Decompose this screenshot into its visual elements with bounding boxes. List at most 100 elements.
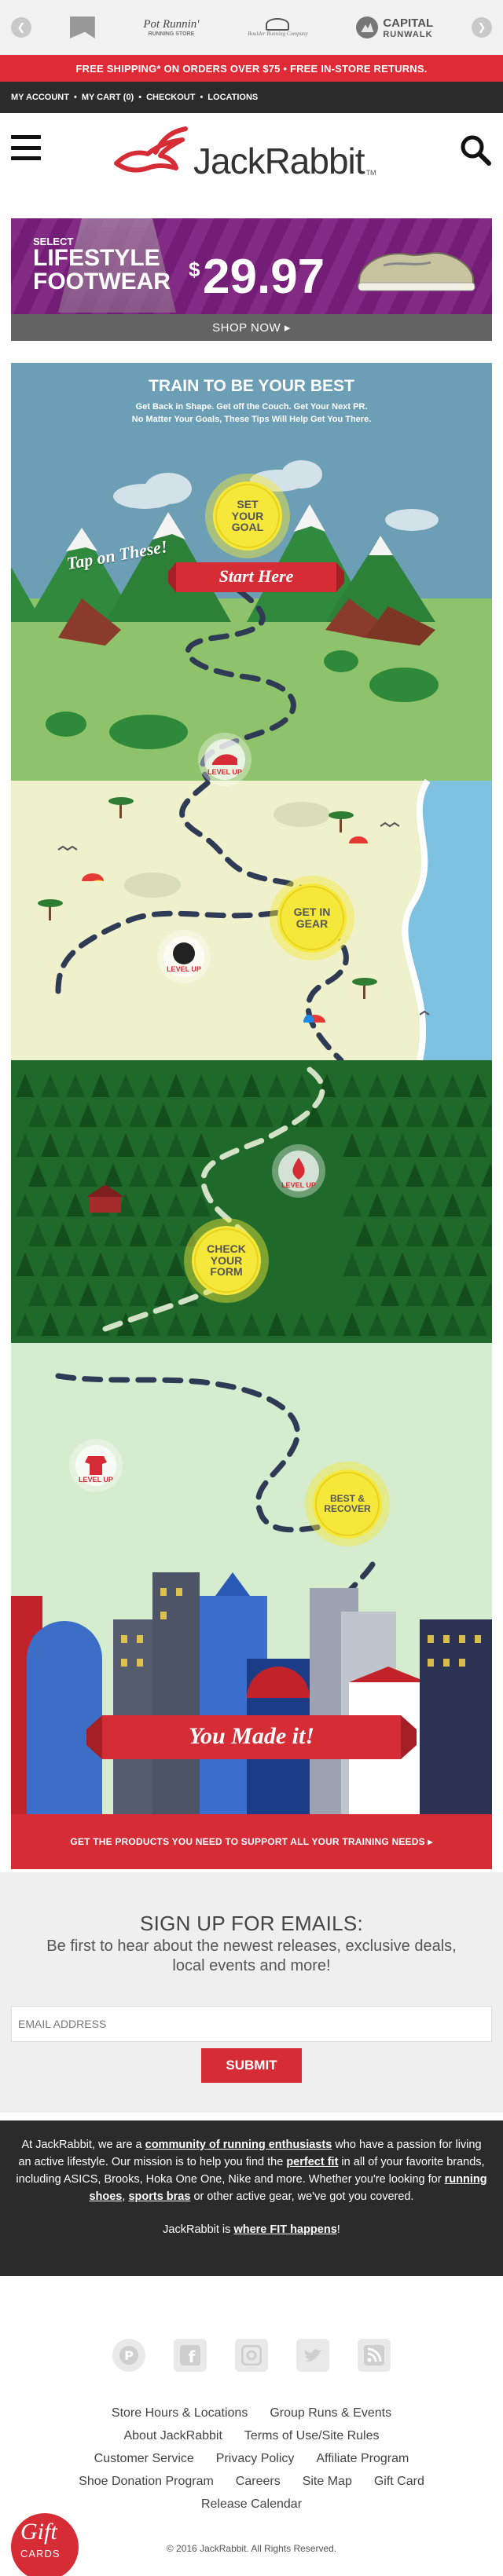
my-cart-link[interactable]: MY CART (0) [81,93,134,102]
brand-logo-potomac[interactable]: Pot Runnin' RUNNING STORE [143,18,199,37]
about-paragraph: At JackRabbit, we are a community of run… [16,2136,487,2205]
search-icon[interactable] [459,134,492,166]
release-calendar-link[interactable]: Release Calendar [200,2497,303,2511]
carousel-prev-button[interactable]: ❮ [11,17,31,38]
separator: • [200,93,204,102]
about-tagline: JackRabbit is where FIT happens! [16,2221,487,2238]
affiliate-program-link[interactable]: Affiliate Program [316,2452,409,2465]
where-fit-happens-link[interactable]: where FIT happens [233,2223,337,2236]
logo-wordmark: JackRabbit [193,141,365,181]
brand-logo-square[interactable] [69,16,95,38]
running-shoes-link[interactable]: running shoes [89,2173,487,2203]
lifestyle-footwear-banner[interactable]: SELECT LIFESTYLE FOOTWEAR $ 29.97 SHOP N… [11,218,492,341]
training-infographic: TRAIN TO BE YOUR BEST Get Back in Shape.… [11,363,492,1869]
group-runs-link[interactable]: Group Runs & Events [270,2406,392,2420]
mountain-logo-icon [266,18,290,31]
promo-banner[interactable]: FREE SHIPPING* ON ORDERS OVER $75 • FREE… [0,55,503,82]
site-footer: P f Store Hours & Locations Group Runs &… [0,2276,503,2576]
terms-of-use-link[interactable]: Terms of Use/Site Rules [244,2429,380,2442]
checkout-link[interactable]: CHECKOUT [146,93,196,102]
level-up-apparel-button[interactable]: LEVEL UP [79,1476,113,1484]
brand-logo-subtext: Boulder Running Company [248,31,308,37]
store-hours-link[interactable]: Store Hours & Locations [111,2406,248,2420]
submit-button[interactable]: SUBMIT [201,2048,302,2083]
facebook-icon[interactable]: f [174,2339,207,2372]
brand-logo-subtext: RUNWALK [383,29,433,39]
shop-now-button[interactable]: SHOP NOW ▸ [11,314,492,341]
banner-title-line2: FOOTWEAR [33,269,171,295]
sports-bras-link[interactable]: sports bras [128,2190,191,2203]
locations-link[interactable]: LOCATIONS [207,93,259,102]
copyright: © 2016 JackRabbit. All Rights Reserved. [166,2543,337,2554]
pinterest-icon[interactable]: P [112,2339,145,2372]
separator: • [73,93,77,102]
brand-logo-subtext: RUNNING STORE [148,31,195,37]
start-here-ribbon[interactable]: Start Here [218,566,294,586]
shoe-donation-link[interactable]: Shoe Donation Program [79,2475,214,2488]
social-links: P f [0,2339,503,2372]
svg-text:P: P [124,2348,134,2363]
perfect-fit-link[interactable]: perfect fit [286,2156,339,2168]
check-your-form-button[interactable]: CHECK YOUR FORM [207,1242,246,1279]
brand-logo-boulder[interactable]: Boulder Running Company [248,18,308,37]
logo-trademark: TM [365,169,376,177]
brand-carousel: ❮ Pot Runnin' RUNNING STORE Boulder Runn… [0,0,503,55]
gift-card-link[interactable]: Gift Card [373,2475,424,2488]
level-up-hydration-button[interactable]: LEVEL UP [281,1181,316,1189]
signup-heading: SIGN UP FOR EMAILS: [139,1912,364,1935]
sneaker-image [357,252,475,291]
brand-logo-text: Pot Runnin' [143,18,200,31]
best-recover-button[interactable]: BEST & RECOVER [324,1493,371,1514]
banner-select-label: SELECT [33,236,74,247]
infographic-subtitle-2: No Matter Your Goals, These Tips Will He… [131,415,372,424]
banner-price: 29.97 [203,250,325,304]
email-signup: SIGN UP FOR EMAILS: Be first to hear abo… [0,1872,503,2113]
site-map-link[interactable]: Site Map [302,2475,352,2488]
footer-links: Store Hours & Locations Group Runs & Eve… [0,2402,503,2516]
infographic-title: TRAIN TO BE YOUR BEST [149,377,354,395]
svg-text:f: f [189,2347,196,2366]
about-text: or other active gear, we've got you cove… [190,2190,414,2203]
get-in-gear-button[interactable]: GET IN GEAR [293,906,331,930]
about-text: in all of your favorite brands, includin… [16,2156,485,2186]
signup-description: Be first to hear about the newest releas… [46,1937,457,1974]
rss-icon[interactable] [358,2339,391,2372]
mountain-circle-icon [356,16,379,38]
brand-logos: Pot Runnin' RUNNING STORE Boulder Runnin… [31,16,472,39]
set-your-goal-button[interactable]: SET YOUR GOAL [231,497,264,534]
banner-currency: $ [189,258,200,281]
level-up-shoe-button[interactable]: LEVEL UP [207,768,242,776]
carousel-next-button[interactable]: ❯ [472,17,492,38]
menu-icon[interactable] [11,135,41,160]
brand-logo-capital-runwalk[interactable]: CAPITAL RUNWALK [356,16,433,39]
twitter-icon[interactable] [296,2339,329,2372]
runner-image [58,218,176,313]
site-logo[interactable]: JackRabbit TM [110,123,376,182]
about-section: At JackRabbit, we are a community of run… [0,2120,503,2276]
about-text: At JackRabbit, we are a [21,2139,145,2151]
about-text: , [122,2190,129,2203]
brand-logo-text: CAPITAL [383,16,434,30]
about-text: ! [336,2223,340,2236]
about-text: JackRabbit is [163,2223,234,2236]
customer-service-link[interactable]: Customer Service [94,2452,194,2465]
email-address-input[interactable] [11,2006,492,2042]
you-made-it-ribbon: You Made it! [188,1723,315,1749]
training-products-cta[interactable]: GET THE PRODUCTS YOU NEED TO SUPPORT ALL… [11,1814,492,1869]
privacy-policy-link[interactable]: Privacy Policy [215,2452,295,2465]
my-account-link[interactable]: MY ACCOUNT [11,93,69,102]
about-jackrabbit-link[interactable]: About JackRabbit [123,2429,222,2442]
gift-cards-badge[interactable]: Gift CARDS [11,2513,79,2576]
account-bar: MY ACCOUNT • MY CART (0) • CHECKOUT • LO… [0,82,503,113]
site-header: JackRabbit TM [0,113,503,192]
infographic-art [11,363,492,1814]
careers-link[interactable]: Careers [235,2475,281,2488]
rabbit-logo-icon [114,126,188,173]
separator: • [138,93,142,102]
banner-title-line1: LIFESTYLE [33,245,160,271]
level-up-app-button[interactable]: LEVEL UP [167,965,201,973]
instagram-icon[interactable] [235,2339,268,2372]
square-logo-icon [69,16,95,38]
community-link[interactable]: community of running enthusiasts [145,2139,332,2151]
